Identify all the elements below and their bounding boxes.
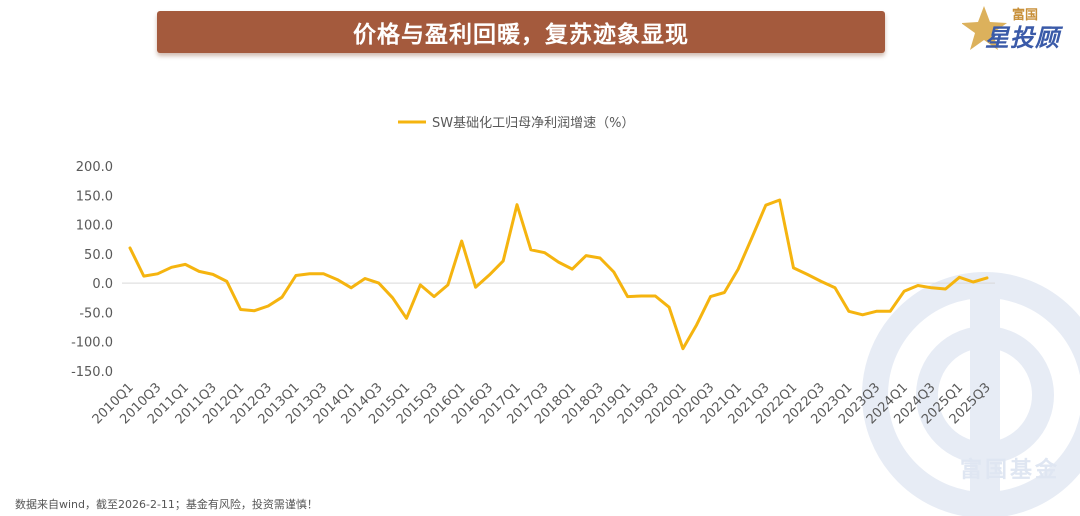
- chart-legend: SW基础化工归母净利润增速（%）: [398, 116, 634, 131]
- logo-main-text: 星投顾: [985, 24, 1060, 52]
- y-tick-label: 200.0: [76, 160, 113, 175]
- page-banner-title: 价格与盈利回暖，复苏迹象显现: [157, 11, 885, 53]
- x-axis: 2010Q12010Q32011Q12011Q32012Q12012Q32013…: [90, 380, 994, 427]
- y-tick-label: 150.0: [76, 189, 113, 204]
- y-tick-label: 100.0: [76, 219, 113, 234]
- legend-label: SW基础化工归母净利润增速（%）: [432, 116, 634, 131]
- y-tick-label: 50.0: [84, 248, 113, 263]
- watermark-text: 富国基金: [960, 458, 1061, 483]
- y-tick-label: -100.0: [71, 336, 113, 351]
- y-axis: 200.0 150.0 100.0 50.0 0.0 -50.0 -100.0 -150.0: [71, 160, 113, 380]
- series-line: [128, 198, 989, 351]
- y-tick-label: -50.0: [79, 306, 113, 321]
- footer-disclaimer: 数据来自wind，截至2026-2-11；基金有风险，投资需谨慎！: [15, 498, 318, 511]
- logo-top-text: 富国: [1012, 8, 1039, 23]
- star-icon: [962, 6, 1007, 50]
- y-tick-label: 0.0: [92, 277, 113, 292]
- y-tick-label: -150.0: [71, 365, 113, 380]
